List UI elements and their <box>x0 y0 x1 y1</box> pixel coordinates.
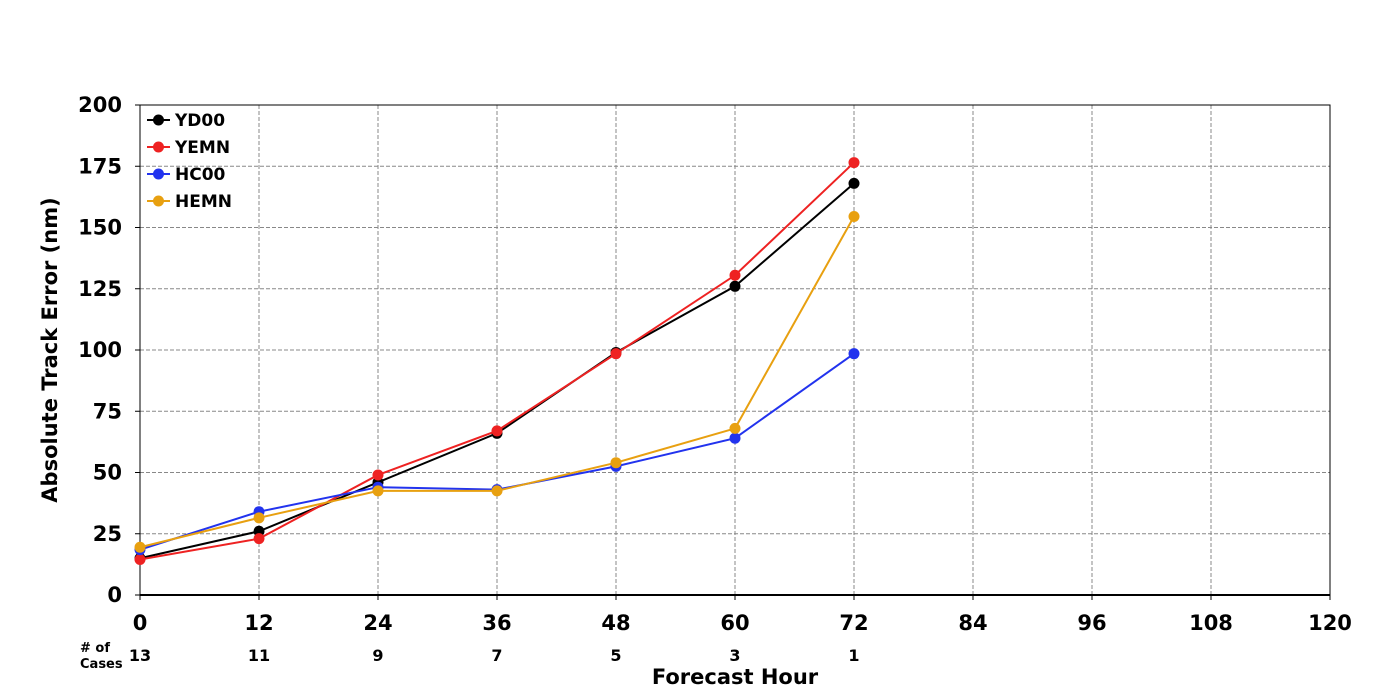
x-tick-label: 0 <box>133 611 148 635</box>
case-count: 11 <box>248 646 270 665</box>
data-point-hemn <box>729 422 741 434</box>
case-count: 1 <box>848 646 859 665</box>
legend-label-hc00: HC00 <box>175 165 226 185</box>
legend-marker-yemn <box>153 141 164 153</box>
data-point-yd00 <box>848 177 860 189</box>
y-tick-label: 125 <box>78 277 122 301</box>
x-tick-label: 84 <box>958 611 987 635</box>
data-point-yd00 <box>729 280 741 292</box>
data-point-yemn <box>848 157 860 169</box>
data-point-yemn <box>610 348 622 360</box>
series-lines <box>134 157 860 565</box>
legend-label-yemn: YEMN <box>174 138 230 158</box>
cases-row: # of Cases 13 11 9 7 5 3 1 <box>80 641 860 672</box>
data-point-hemn <box>134 541 146 553</box>
y-tick-label: 50 <box>93 461 122 485</box>
data-point-hemn <box>491 485 503 497</box>
data-point-hc00 <box>848 348 860 360</box>
data-point-hemn <box>372 485 384 497</box>
y-tick-label: 200 <box>78 93 122 117</box>
y-tick-label: 25 <box>93 522 122 546</box>
legend: YD00 YEMN HC00 HEMN <box>147 111 232 212</box>
case-count: 5 <box>610 646 621 665</box>
data-point-hemn <box>610 457 622 469</box>
x-tick-label: 36 <box>482 611 511 635</box>
grid-lines <box>140 105 1330 595</box>
data-point-yemn <box>372 469 384 481</box>
y-tick-label: 0 <box>107 583 122 607</box>
case-count: 7 <box>491 646 502 665</box>
x-tick-label: 12 <box>244 611 273 635</box>
data-point-yemn <box>253 533 265 545</box>
y-tick-label: 75 <box>93 399 122 423</box>
x-tick-label: 108 <box>1189 611 1233 635</box>
x-tick-label: 72 <box>839 611 868 635</box>
case-count: 13 <box>129 646 151 665</box>
x-tick-label: 24 <box>363 611 392 635</box>
case-count: 3 <box>729 646 740 665</box>
y-axis-title: Absolute Track Error (nm) <box>38 197 62 502</box>
y-tick-label: 100 <box>78 338 122 362</box>
legend-label-yd00: YD00 <box>174 111 225 131</box>
x-axis-title: Forecast Hour <box>652 665 819 689</box>
data-point-hemn <box>848 210 860 222</box>
data-point-hc00 <box>729 432 741 444</box>
legend-marker-hemn <box>153 195 164 207</box>
legend-marker-yd00 <box>153 114 164 126</box>
cases-label-line2: Cases <box>80 657 123 672</box>
y-tick-label: 175 <box>78 154 122 178</box>
x-tick-label: 96 <box>1077 611 1106 635</box>
data-point-yemn <box>729 269 741 281</box>
x-tick-label: 120 <box>1308 611 1352 635</box>
x-tick-label: 48 <box>601 611 630 635</box>
y-tick-label: 150 <box>78 216 122 240</box>
legend-label-hemn: HEMN <box>175 192 232 212</box>
data-point-hemn <box>253 512 265 524</box>
x-tick-label: 60 <box>720 611 749 635</box>
data-point-yemn <box>134 553 146 565</box>
legend-marker-hc00 <box>153 168 164 180</box>
x-tick-labels: 0 12 24 36 48 60 72 84 96 108 120 <box>133 595 1352 635</box>
data-point-yemn <box>491 425 503 437</box>
y-tick-labels: 0 25 50 75 100 125 150 175 200 <box>78 93 140 607</box>
case-count: 9 <box>372 646 383 665</box>
cases-label-line1: # of <box>80 641 110 656</box>
